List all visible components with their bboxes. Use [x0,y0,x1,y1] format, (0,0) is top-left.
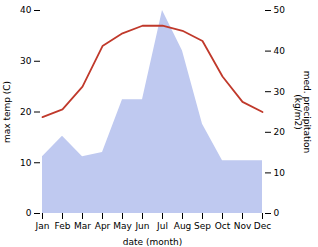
svg-text:Sep: Sep [194,221,211,231]
svg-text:0: 0 [274,208,280,218]
svg-text:Nov: Nov [234,221,252,231]
svg-text:Dec: Dec [254,221,271,231]
svg-text:Jul: Jul [156,221,168,231]
svg-text:40: 40 [274,46,286,56]
svg-text:40: 40 [20,5,32,15]
svg-text:Aug: Aug [174,221,192,231]
svg-text:10: 10 [20,158,32,168]
svg-text:med. precipitation(kg/m2): med. precipitation(kg/m2) [293,71,312,153]
svg-text:Apr: Apr [95,221,111,231]
svg-text:20: 20 [274,127,286,137]
svg-text:May: May [113,221,132,231]
svg-text:50: 50 [274,5,286,15]
svg-text:Feb: Feb [55,221,71,231]
svg-text:Jan: Jan [35,221,50,231]
svg-text:Jun: Jun [134,221,149,231]
svg-text:0: 0 [26,208,32,218]
svg-text:20: 20 [20,107,32,117]
svg-text:10: 10 [274,168,286,178]
svg-text:Mar: Mar [74,221,91,231]
svg-text:30: 30 [274,87,286,97]
svg-text:max temp (C): max temp (C) [2,81,12,143]
svg-text:date (month): date (month) [123,237,182,247]
svg-text:Oct: Oct [215,221,231,231]
svg-text:30: 30 [20,56,32,66]
